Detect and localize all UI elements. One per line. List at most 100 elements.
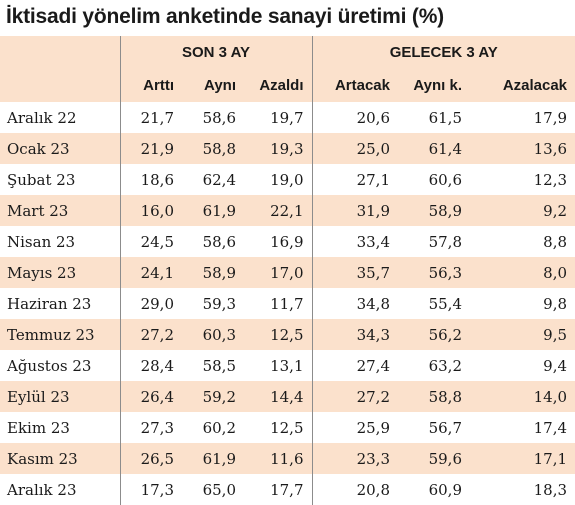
cell-value: 17,4 — [470, 412, 575, 443]
cell-value: 18,6 — [119, 164, 182, 195]
cell-value: 19,3 — [244, 133, 312, 164]
cell-value: 58,9 — [398, 195, 470, 226]
column-header-azaldi: Azaldı — [244, 68, 312, 102]
cell-value: 26,5 — [119, 443, 182, 474]
row-label: Aralık 23 — [0, 474, 120, 505]
group-header-gelecek-3-ay: GELECEK 3 AY — [311, 36, 575, 68]
row-label: Eylül 23 — [0, 381, 120, 412]
cell-value: 12,5 — [244, 412, 312, 443]
table-row: Ağustos 23 28,4 58,5 13,1 27,4 63,2 9,4 — [0, 350, 575, 381]
cell-value: 13,6 — [470, 133, 575, 164]
column-header-ayni-k: Aynı k. — [398, 68, 470, 102]
cell-value: 27,2 — [119, 319, 182, 350]
cell-value: 25,0 — [311, 133, 398, 164]
cell-value: 34,8 — [311, 288, 398, 319]
cell-value: 61,4 — [398, 133, 470, 164]
cell-value: 18,3 — [470, 474, 575, 505]
cell-value: 59,2 — [182, 381, 244, 412]
row-label: Nisan 23 — [0, 226, 120, 257]
cell-value: 28,4 — [119, 350, 182, 381]
cell-value: 12,5 — [244, 319, 312, 350]
cell-value: 14,4 — [244, 381, 312, 412]
table-row: Aralık 22 21,7 58,6 19,7 20,6 61,5 17,9 — [0, 102, 575, 133]
cell-value: 17,7 — [244, 474, 312, 505]
cell-value: 34,3 — [311, 319, 398, 350]
row-label: Mayıs 23 — [0, 257, 120, 288]
row-label: Şubat 23 — [0, 164, 120, 195]
table-body: Aralık 22 21,7 58,6 19,7 20,6 61,5 17,9 Ocak 23… — [0, 102, 575, 505]
group-header-row: SON 3 AY GELECEK 3 AY — [0, 36, 575, 68]
table-row: Mart 23 16,0 61,9 22,1 31,9 58,9 9,2 — [0, 195, 575, 226]
cell-value: 11,7 — [244, 288, 312, 319]
cell-value: 58,8 — [398, 381, 470, 412]
table-row: Ocak 23 21,9 58,8 19,3 25,0 61,4 13,6 — [0, 133, 575, 164]
cell-value: 27,3 — [119, 412, 182, 443]
cell-value: 58,8 — [182, 133, 244, 164]
cell-value: 60,6 — [398, 164, 470, 195]
row-label: Temmuz 23 — [0, 319, 120, 350]
row-label: Mart 23 — [0, 195, 120, 226]
cell-value: 29,0 — [119, 288, 182, 319]
column-header-row: Arttı Aynı Azaldı Artacak Aynı k. Azalac… — [0, 68, 575, 102]
cell-value: 56,7 — [398, 412, 470, 443]
cell-value: 58,5 — [182, 350, 244, 381]
cell-value: 19,7 — [244, 102, 312, 133]
cell-value: 22,1 — [244, 195, 312, 226]
table-row: Eylül 23 26,4 59,2 14,4 27,2 58,8 14,0 — [0, 381, 575, 412]
cell-value: 19,0 — [244, 164, 312, 195]
cell-value: 60,2 — [182, 412, 244, 443]
cell-value: 60,9 — [398, 474, 470, 505]
column-header-azalacak: Azalacak — [470, 68, 575, 102]
cell-value: 55,4 — [398, 288, 470, 319]
cell-value: 24,1 — [119, 257, 182, 288]
group-header-son-3-ay: SON 3 AY — [119, 36, 312, 68]
cell-value: 23,3 — [311, 443, 398, 474]
table-row: Mayıs 23 24,1 58,9 17,0 35,7 56,3 8,0 — [0, 257, 575, 288]
cell-value: 33,4 — [311, 226, 398, 257]
cell-value: 12,3 — [470, 164, 575, 195]
cell-value: 9,8 — [470, 288, 575, 319]
cell-value: 56,2 — [398, 319, 470, 350]
column-header-ayni: Aynı — [182, 68, 244, 102]
cell-value: 35,7 — [311, 257, 398, 288]
cell-value: 21,7 — [119, 102, 182, 133]
cell-value: 63,2 — [398, 350, 470, 381]
cell-value: 25,9 — [311, 412, 398, 443]
table-row: Haziran 23 29,0 59,3 11,7 34,8 55,4 9,8 — [0, 288, 575, 319]
cell-value: 11,6 — [244, 443, 312, 474]
row-label: Ağustos 23 — [0, 350, 120, 381]
cell-value: 58,6 — [182, 102, 244, 133]
cell-value: 21,9 — [119, 133, 182, 164]
cell-value: 24,5 — [119, 226, 182, 257]
row-label: Ekim 23 — [0, 412, 120, 443]
column-header-blank — [0, 68, 120, 102]
column-header-artacak: Artacak — [311, 68, 398, 102]
table-row: Nisan 23 24,5 58,6 16,9 33,4 57,8 8,8 — [0, 226, 575, 257]
cell-value: 61,9 — [182, 195, 244, 226]
cell-value: 17,9 — [470, 102, 575, 133]
table-row: Aralık 23 17,3 65,0 17,7 20,8 60,9 18,3 — [0, 474, 575, 505]
table-row: Kasım 23 26,5 61,9 11,6 23,3 59,6 17,1 — [0, 443, 575, 474]
table-row: Şubat 23 18,6 62,4 19,0 27,1 60,6 12,3 — [0, 164, 575, 195]
cell-value: 16,9 — [244, 226, 312, 257]
group-header-blank — [0, 36, 120, 68]
cell-value: 13,1 — [244, 350, 312, 381]
row-label: Kasım 23 — [0, 443, 120, 474]
table-row: Ekim 23 27,3 60,2 12,5 25,9 56,7 17,4 — [0, 412, 575, 443]
cell-value: 59,3 — [182, 288, 244, 319]
cell-value: 61,9 — [182, 443, 244, 474]
cell-value: 8,8 — [470, 226, 575, 257]
cell-value: 27,1 — [311, 164, 398, 195]
cell-value: 62,4 — [182, 164, 244, 195]
cell-value: 61,5 — [398, 102, 470, 133]
cell-value: 17,3 — [119, 474, 182, 505]
cell-value: 58,9 — [182, 257, 244, 288]
cell-value: 20,8 — [311, 474, 398, 505]
row-label: Aralık 22 — [0, 102, 120, 133]
row-label: Haziran 23 — [0, 288, 120, 319]
cell-value: 14,0 — [470, 381, 575, 412]
cell-value: 9,5 — [470, 319, 575, 350]
cell-value: 57,8 — [398, 226, 470, 257]
cell-value: 9,2 — [470, 195, 575, 226]
cell-value: 60,3 — [182, 319, 244, 350]
